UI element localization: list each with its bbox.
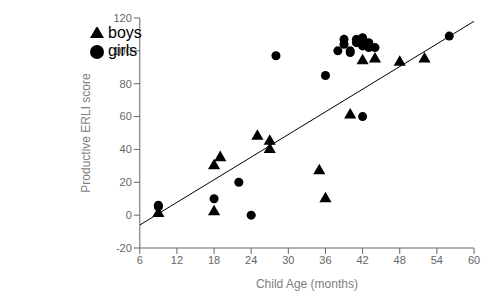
svg-text:80: 80 — [120, 78, 132, 90]
svg-text:60: 60 — [120, 110, 132, 122]
svg-text:54: 54 — [431, 254, 443, 266]
svg-text:20: 20 — [120, 176, 132, 188]
svg-text:36: 36 — [319, 254, 331, 266]
svg-text:42: 42 — [356, 254, 368, 266]
svg-text:100: 100 — [113, 45, 131, 57]
svg-text:48: 48 — [394, 254, 406, 266]
svg-text:24: 24 — [245, 254, 257, 266]
svg-text:Productive ERLI score: Productive ERLI score — [79, 73, 93, 193]
svg-text:120: 120 — [113, 12, 131, 24]
svg-text:6: 6 — [137, 254, 143, 266]
svg-text:30: 30 — [282, 254, 294, 266]
svg-text:60: 60 — [468, 254, 480, 266]
svg-text:18: 18 — [208, 254, 220, 266]
svg-text:Child Age (months): Child Age (months) — [256, 277, 358, 291]
svg-text:40: 40 — [120, 143, 132, 155]
svg-text:0: 0 — [126, 209, 132, 221]
svg-text:-20: -20 — [116, 242, 132, 254]
svg-text:12: 12 — [171, 254, 183, 266]
